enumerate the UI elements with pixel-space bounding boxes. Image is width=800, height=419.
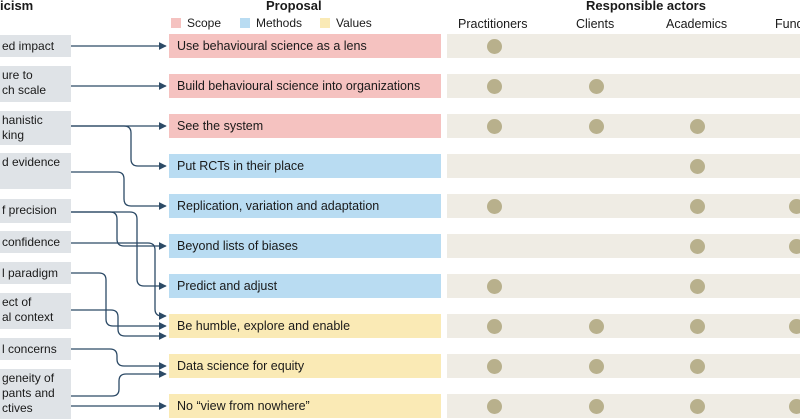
actor-dot bbox=[588, 78, 604, 94]
criticism-line: ect of bbox=[2, 295, 32, 309]
actor-row-bar bbox=[447, 114, 800, 138]
arrow-line bbox=[71, 211, 167, 250]
criticism-box: l concerns bbox=[0, 338, 71, 360]
actor-dot bbox=[788, 198, 800, 214]
arrow-line bbox=[71, 125, 167, 170]
actor-dot bbox=[486, 318, 502, 334]
methods-swatch bbox=[240, 18, 250, 28]
actor-row-bar bbox=[447, 274, 800, 298]
actor-dot bbox=[689, 118, 705, 134]
actor-dot bbox=[486, 78, 502, 94]
actor-dot bbox=[588, 358, 604, 374]
proposal-methods: Replication, variation and adaptation bbox=[169, 194, 441, 218]
actor-row-bar bbox=[447, 34, 800, 58]
actor-dot bbox=[588, 318, 604, 334]
actors-header: Responsible actors bbox=[586, 0, 706, 13]
actor-row-bar bbox=[447, 194, 800, 218]
actor-dot bbox=[689, 278, 705, 294]
criticism-box: ed impact bbox=[0, 35, 71, 57]
legend-values-label: Values bbox=[336, 16, 372, 30]
actor-dot bbox=[788, 398, 800, 414]
arrow-line bbox=[71, 211, 167, 290]
criticism-line: f precision bbox=[2, 203, 57, 217]
proposal-methods: Beyond lists of biases bbox=[169, 234, 441, 258]
criticism-line: al context bbox=[2, 310, 54, 324]
criticism-line: geneity of bbox=[2, 371, 55, 385]
actor-funders: Fund bbox=[775, 17, 800, 31]
criticism-box: ure to ch scale bbox=[0, 66, 71, 102]
arrow-line bbox=[71, 370, 167, 397]
arrow-line bbox=[71, 171, 167, 210]
legend-values: Values bbox=[320, 16, 372, 30]
actor-dot bbox=[486, 358, 502, 374]
criticism-line: confidence bbox=[2, 235, 61, 249]
criticism-box: ect of al context bbox=[0, 293, 71, 329]
actor-dot bbox=[486, 38, 502, 54]
actor-dot bbox=[689, 358, 705, 374]
criticism-box: d evidence bbox=[0, 153, 71, 189]
actor-dot bbox=[689, 398, 705, 414]
actor-dot bbox=[689, 238, 705, 254]
arrow-line bbox=[71, 272, 167, 330]
actor-clients: Clients bbox=[576, 17, 615, 31]
legend-methods: Methods bbox=[240, 16, 302, 30]
criticism-box: hanistic king bbox=[0, 111, 71, 145]
criticism-box: geneity of pants and ctives bbox=[0, 369, 71, 419]
arrow-line bbox=[71, 242, 167, 320]
actor-row-bar bbox=[447, 154, 800, 178]
actor-dot bbox=[486, 118, 502, 134]
proposal-methods: Put RCTs in their place bbox=[169, 154, 441, 178]
criticism-line: ed impact bbox=[2, 39, 55, 53]
actor-row-bar bbox=[447, 314, 800, 338]
proposal-methods: Predict and adjust bbox=[169, 274, 441, 298]
proposal-header: Proposal bbox=[266, 0, 322, 13]
actor-dot bbox=[588, 118, 604, 134]
proposal-values: Data science for equity bbox=[169, 354, 441, 378]
legend-scope: Scope bbox=[171, 16, 221, 30]
actor-row-bar bbox=[447, 234, 800, 258]
proposal-values: Be humble, explore and enable bbox=[169, 314, 441, 338]
actor-dot bbox=[486, 398, 502, 414]
actor-dot bbox=[689, 318, 705, 334]
arrow-line bbox=[71, 348, 167, 370]
actor-row-bar bbox=[447, 354, 800, 378]
criticism-box: confidence bbox=[0, 231, 71, 253]
proposal-scope: See the system bbox=[169, 114, 441, 138]
actor-academics: Academics bbox=[666, 17, 728, 31]
actor-practitioners: Practitioners bbox=[458, 17, 528, 31]
criticism-line: hanistic bbox=[2, 113, 43, 127]
actor-row-bar bbox=[447, 394, 800, 418]
actor-dot bbox=[588, 398, 604, 414]
criticism-line: d evidence bbox=[2, 155, 61, 169]
criticism-line: ure to bbox=[2, 68, 33, 82]
actor-dot bbox=[788, 318, 800, 334]
legend-scope-label: Scope bbox=[187, 16, 222, 30]
criticism-line: l paradigm bbox=[2, 266, 59, 280]
criticism-line: l concerns bbox=[2, 342, 57, 356]
criticism-line: king bbox=[2, 128, 25, 142]
criticism-line: pants and bbox=[2, 386, 55, 400]
criticism-header: icism bbox=[0, 0, 34, 13]
values-swatch bbox=[320, 18, 330, 28]
proposal-scope: Build behavioural science into organizat… bbox=[169, 74, 441, 98]
criticism-line: ctives bbox=[2, 401, 33, 415]
criticism-box: l paradigm bbox=[0, 262, 71, 284]
actor-dot bbox=[689, 198, 705, 214]
actor-dot bbox=[689, 158, 705, 174]
actor-dot bbox=[788, 238, 800, 254]
criticism-box: f precision bbox=[0, 199, 71, 223]
proposal-scope: Use behavioural science as a lens bbox=[169, 34, 441, 58]
criticism-line: ch scale bbox=[2, 83, 47, 97]
actor-dot bbox=[486, 198, 502, 214]
arrow-line bbox=[71, 309, 167, 340]
scope-swatch bbox=[171, 18, 181, 28]
legend-methods-label: Methods bbox=[256, 16, 303, 30]
actor-row-bar bbox=[447, 74, 800, 98]
proposal-values: No “view from nowhere” bbox=[169, 394, 441, 418]
actor-dot bbox=[486, 278, 502, 294]
